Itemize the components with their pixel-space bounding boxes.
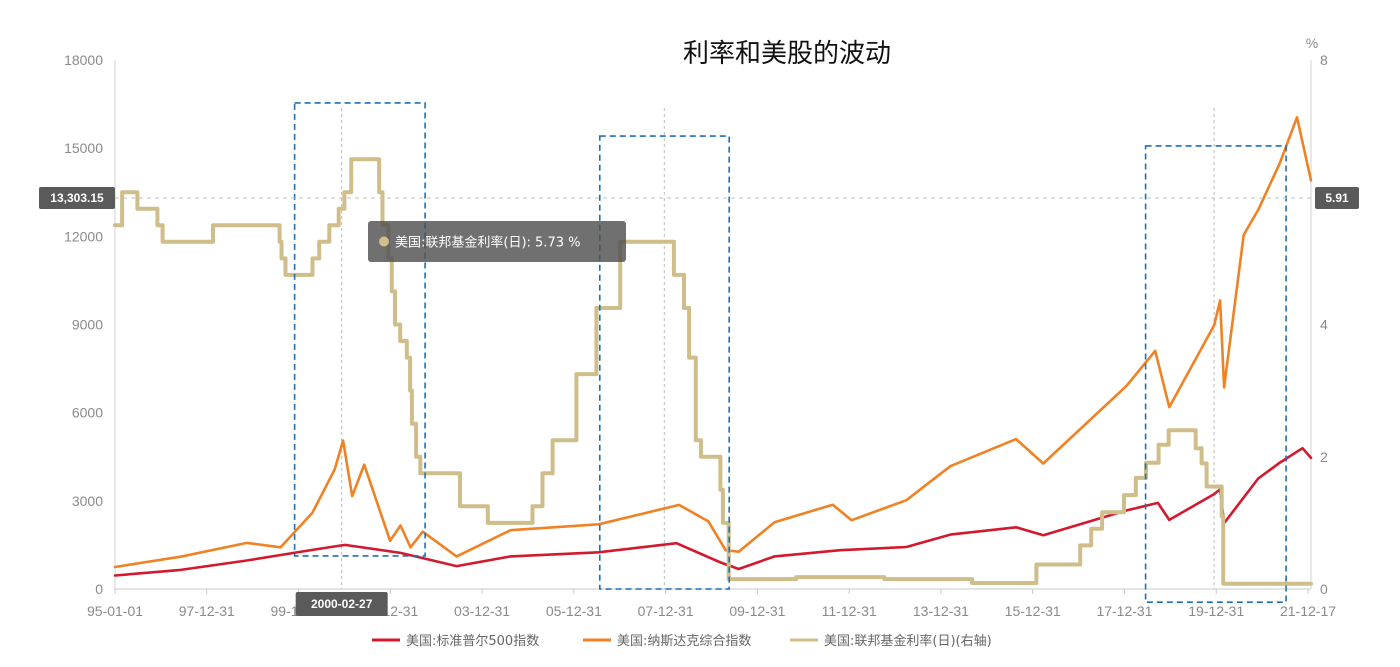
legend-label: 美国:纳斯达克综合指数: [617, 634, 751, 649]
legend[interactable]: 美国:标准普尔500指数 美国:纳斯达克综合指数 美国:联邦基金利率(日)(右轴): [372, 633, 992, 649]
right-tick-label: 8: [1320, 52, 1328, 68]
x-tick-label: 11-12-31: [822, 603, 877, 619]
x-tick-label: 21-12-17: [1280, 603, 1336, 619]
left-tick-label: 12000: [64, 228, 103, 244]
left-tick-label: 6000: [72, 405, 103, 421]
series-layer: [113, 116, 1313, 586]
x-tick-label: 07-12-31: [638, 603, 694, 619]
x-tick-label: 95-01-01: [87, 603, 143, 619]
right-tick-label: 0: [1320, 581, 1328, 597]
legend-label: 美国:标准普尔500指数: [406, 634, 539, 649]
left-value-badge: [39, 187, 115, 209]
series-line-3: [113, 157, 1313, 586]
annotation-boxes: [293, 102, 1287, 604]
pointer-layer: 13,303.15 5.91 2000-02-27 美国:联邦基金利率(日): 5.7…: [39, 187, 1359, 616]
right-tick-label: 2: [1320, 449, 1328, 465]
tooltip: 美国:联邦基金利率(日): 5.73 %: [368, 221, 626, 262]
x-value-badge-label: 2000-02-27: [311, 597, 373, 611]
left-tick-label: 0: [95, 581, 103, 597]
x-tick-label: 19-12-31: [1188, 603, 1244, 619]
right-tick-label: 4: [1320, 317, 1328, 333]
tooltip-background: [368, 221, 626, 262]
chart-title: 利率和美股的波动: [683, 39, 891, 69]
tooltip-text: 美国:联邦基金利率(日): 5.73 %: [395, 235, 580, 251]
x-tick-label: 03-12-31: [454, 603, 510, 619]
vertical-guides: [341, 108, 1215, 589]
x-tick-label: 13-12-31: [913, 603, 969, 619]
highlight-box-2: [598, 135, 730, 590]
right-axis-unit: %: [1306, 35, 1318, 51]
legend-label: 美国:联邦基金利率(日)(右轴): [824, 633, 992, 649]
left-tick-label: 9000: [72, 317, 103, 333]
left-value-badge-label: 13,303.15: [50, 191, 104, 205]
tooltip-series-dot: [379, 236, 389, 247]
axes-layer: 03000600090001200015000180000246895-01-0…: [64, 52, 1336, 619]
right-value-badge-label: 5.91: [1325, 191, 1349, 205]
right-value-badge: [1315, 187, 1359, 209]
highlight-box-3: [1144, 145, 1287, 604]
left-tick-label: 3000: [72, 493, 103, 509]
series-line-2: [113, 116, 1313, 569]
legend-item-3[interactable]: 美国:联邦基金利率(日)(右轴): [790, 633, 992, 649]
x-value-badge: [295, 592, 388, 616]
highlight-box-1: [293, 102, 426, 557]
left-tick-label: 18000: [64, 52, 103, 68]
legend-item-1[interactable]: 美国:标准普尔500指数: [372, 634, 539, 649]
x-tick-label: 17-12-31: [1096, 603, 1152, 619]
left-tick-label: 15000: [64, 140, 103, 156]
x-tick-label: 15-12-31: [1005, 603, 1061, 619]
x-tick-label: 05-12-31: [546, 603, 602, 619]
legend-item-2[interactable]: 美国:纳斯达克综合指数: [583, 634, 751, 649]
x-tick-label: 09-12-31: [729, 603, 785, 619]
x-tick-label: 97-12-31: [179, 603, 235, 619]
